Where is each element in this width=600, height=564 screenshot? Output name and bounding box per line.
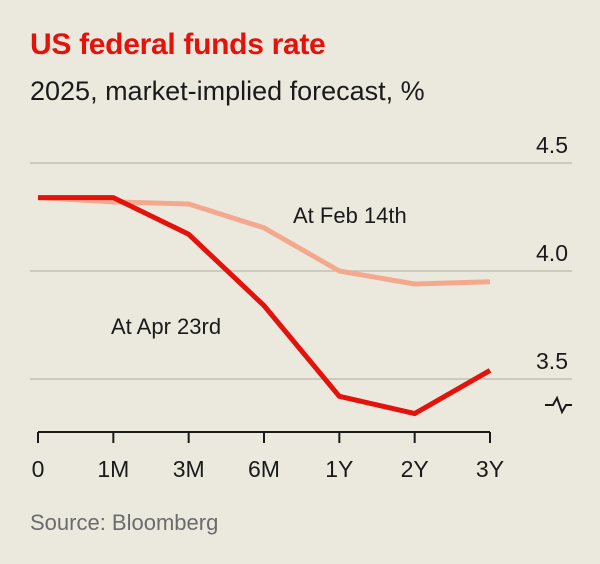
y-tick-label: 3.5 — [536, 348, 568, 374]
gridlines — [30, 162, 572, 380]
series-line-apr-23rd — [38, 195, 492, 417]
series-line-feb-14th — [37, 195, 491, 287]
series-lines — [37, 195, 492, 417]
x-tick-label: 3M — [173, 456, 205, 482]
series-labels: At Feb 14th At Apr 23rd — [111, 203, 407, 339]
x-tick-label: 6M — [248, 456, 280, 482]
x-tick-label: 0 — [32, 456, 45, 482]
y-tick-label: 4.0 — [536, 240, 568, 266]
x-tick-label: 1M — [97, 456, 129, 482]
x-tick-label: 2Y — [401, 456, 429, 482]
chart-source: Source: Bloomberg — [30, 510, 219, 535]
chart-title: US federal funds rate — [30, 28, 326, 61]
y-tick-label: 4.5 — [536, 132, 568, 158]
y-tick-labels: 3.5 4.0 4.5 — [536, 132, 572, 415]
series-label-apr-23rd: At Apr 23rd — [111, 314, 221, 339]
series-label-feb-14th: At Feb 14th — [293, 203, 407, 228]
axis-break-icon — [545, 395, 572, 415]
x-tick-label: 1Y — [325, 456, 353, 482]
chart-subtitle: 2025, market-implied forecast, % — [30, 76, 425, 106]
x-tick-label: 3Y — [476, 456, 504, 482]
x-axis: 0 1M 3M 6M 1Y 2Y 3Y — [32, 431, 504, 482]
